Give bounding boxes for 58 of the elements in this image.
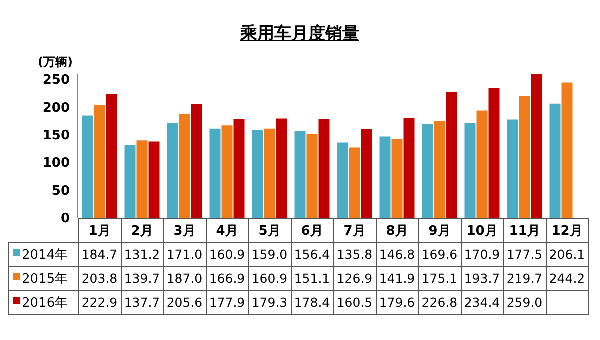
- y-tick-label: 100: [42, 156, 70, 172]
- legend-label: 2016年: [22, 296, 68, 310]
- data-label: 166.9: [206, 266, 248, 290]
- data-label: 159.0: [248, 242, 291, 266]
- x-tick-label: 10月: [461, 218, 504, 242]
- data-label: 135.8: [334, 242, 376, 266]
- x-tick-label: 8月: [376, 218, 418, 242]
- data-label: 219.7: [504, 266, 546, 290]
- data-label: 141.9: [376, 266, 418, 290]
- x-tick-label: 7月: [334, 218, 376, 242]
- data-label: 184.7: [78, 242, 121, 266]
- legend-label: 2015年: [22, 272, 68, 286]
- x-tick-label: 6月: [291, 218, 334, 242]
- data-label: 177.5: [504, 242, 546, 266]
- x-tick-label: 11月: [504, 218, 546, 242]
- y-tick-label: 250: [42, 73, 70, 88]
- data-label: 203.8: [78, 266, 121, 290]
- x-tick-label: 5月: [248, 218, 291, 242]
- legend-label: 2014年: [22, 248, 68, 262]
- data-label: 156.4: [291, 242, 334, 266]
- data-label: 151.1: [291, 266, 334, 290]
- data-label: 160.9: [248, 266, 291, 290]
- data-label: 205.6: [164, 290, 206, 314]
- data-label: 160.9: [206, 242, 248, 266]
- x-tick-label: 12月: [546, 218, 588, 242]
- y-tick-label: 0: [60, 212, 70, 227]
- y-tick-label: 50: [52, 184, 70, 199]
- data-label: 179.6: [376, 290, 418, 314]
- data-label: 160.5: [334, 290, 376, 314]
- data-label: 259.0: [504, 290, 546, 314]
- data-label: 234.4: [461, 290, 504, 314]
- data-label: 169.6: [418, 242, 461, 266]
- data-label: 226.8: [418, 290, 461, 314]
- data-label: 206.1: [546, 242, 588, 266]
- data-label: 126.9: [334, 266, 376, 290]
- data-label: 171.0: [164, 242, 206, 266]
- x-tick-label: 4月: [206, 218, 248, 242]
- data-label: 179.3: [248, 290, 291, 314]
- chart-title: 乘用车月度销量: [239, 23, 360, 46]
- data-label: 177.9: [206, 290, 248, 314]
- x-tick-label: 1月: [78, 218, 121, 242]
- data-label: 137.7: [121, 290, 164, 314]
- x-tick-label: 3月: [164, 218, 206, 242]
- x-tick-label: 9月: [418, 218, 461, 242]
- data-label: 193.7: [461, 266, 504, 290]
- data-label: 175.1: [418, 266, 461, 290]
- data-label: 146.8: [376, 242, 418, 266]
- data-label: 139.7: [121, 266, 164, 290]
- y-tick-label: 150: [42, 128, 70, 144]
- y-tick-label: 200: [42, 100, 70, 116]
- data-label: 187.0: [164, 266, 206, 290]
- x-tick-label: 2月: [121, 218, 164, 242]
- data-label: 222.9: [78, 290, 121, 314]
- data-label: 178.4: [291, 290, 334, 314]
- y-axis-title: (万辆): [38, 54, 73, 71]
- data-label: 244.2: [546, 266, 588, 290]
- data-label: 131.2: [121, 242, 164, 266]
- data-label: 170.9: [461, 242, 504, 266]
